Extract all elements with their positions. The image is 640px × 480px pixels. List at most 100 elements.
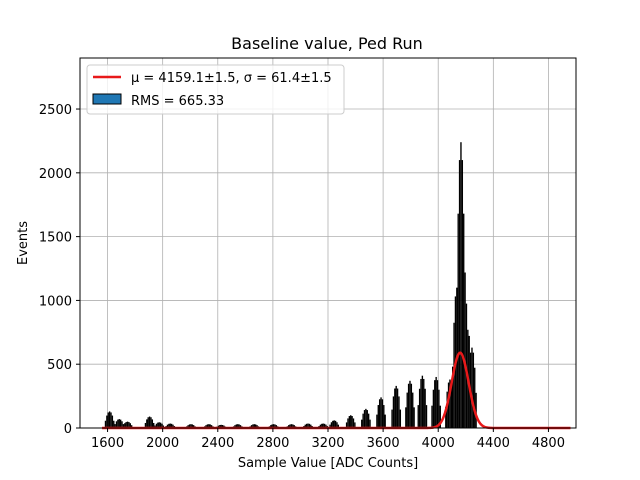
x-tick-label: 3600 bbox=[367, 436, 400, 451]
histogram-bar bbox=[151, 419, 154, 428]
histogram-bar bbox=[146, 419, 148, 428]
histogram-bar bbox=[418, 388, 421, 428]
histogram-bar bbox=[460, 142, 462, 428]
histogram-bar bbox=[290, 424, 293, 428]
histogram-bar bbox=[210, 425, 213, 428]
histogram-bar bbox=[308, 423, 311, 428]
histogram-bar bbox=[168, 423, 170, 428]
histogram-bar bbox=[292, 424, 294, 428]
histogram-bar bbox=[345, 422, 348, 428]
histogram-bar bbox=[423, 378, 425, 428]
histogram-bar bbox=[107, 412, 109, 428]
histogram-bar bbox=[424, 388, 426, 428]
x-tick-label: 4000 bbox=[422, 436, 455, 451]
x-tick-label: 4400 bbox=[477, 436, 510, 451]
histogram-bar bbox=[413, 407, 415, 428]
histogram-bar bbox=[170, 423, 173, 428]
histogram-bar bbox=[336, 422, 338, 428]
histogram-bar bbox=[367, 413, 370, 428]
histogram-bar bbox=[457, 213, 459, 428]
histogram-bar bbox=[436, 380, 439, 428]
legend: μ = 4159.1±1.5, σ = 61.4±1.5 RMS = 665.3… bbox=[86, 64, 345, 115]
legend-histogram-label: RMS = 665.33 bbox=[131, 94, 224, 109]
histogram-bar bbox=[425, 405, 428, 428]
histogram-bar bbox=[206, 424, 209, 428]
histogram-bar bbox=[369, 419, 371, 428]
histogram-bar bbox=[348, 416, 351, 428]
histogram-bar bbox=[307, 423, 309, 428]
histogram-bar bbox=[458, 160, 461, 428]
histogram-bar bbox=[391, 409, 393, 428]
histogram-bar bbox=[412, 392, 414, 428]
histogram-bar bbox=[274, 424, 276, 428]
y-tick-label: 1000 bbox=[39, 294, 72, 309]
histogram-bar bbox=[434, 380, 436, 428]
histogram-bar bbox=[351, 416, 353, 428]
histogram-bar bbox=[395, 385, 397, 428]
x-tick-label: 3200 bbox=[311, 436, 344, 451]
histogram-bar bbox=[219, 425, 221, 428]
histogram-bar bbox=[188, 424, 191, 428]
histogram-bar bbox=[322, 423, 324, 428]
histogram-bar bbox=[122, 424, 125, 428]
histogram-bar bbox=[452, 366, 454, 428]
histogram-bar bbox=[305, 423, 308, 428]
histogram-bar bbox=[124, 423, 126, 428]
histogram-bar bbox=[166, 424, 169, 428]
histogram-bar bbox=[446, 391, 448, 428]
histogram-bar bbox=[380, 397, 382, 428]
histogram-bar bbox=[234, 425, 236, 428]
histogram-bar bbox=[394, 388, 396, 428]
histogram-bar bbox=[449, 379, 451, 428]
histogram-bar bbox=[235, 424, 238, 428]
histogram-bar bbox=[376, 414, 378, 428]
histogram-bar bbox=[447, 382, 450, 428]
histogram-bar bbox=[337, 424, 340, 428]
histogram-bar bbox=[115, 421, 118, 428]
histogram-bar bbox=[253, 424, 255, 428]
histogram-bar bbox=[148, 416, 151, 428]
histogram-bar bbox=[117, 419, 119, 428]
histogram-bar bbox=[406, 392, 408, 428]
histogram-bar bbox=[464, 272, 466, 428]
histogram-bar bbox=[333, 420, 335, 428]
legend-box bbox=[86, 64, 345, 115]
histogram-bar bbox=[272, 424, 275, 428]
histogram-bar bbox=[396, 388, 399, 428]
x-axis-ticks: 1600 2000 2400 2800 3200 3600 4000 4400 4800 bbox=[91, 428, 565, 451]
histogram-bar bbox=[208, 424, 210, 428]
histogram-bar bbox=[304, 424, 306, 428]
histogram-bar bbox=[239, 425, 242, 428]
histogram-bar bbox=[172, 424, 174, 428]
x-axis-title: Sample Value [ADC Counts] bbox=[238, 456, 418, 471]
histogram-bar bbox=[106, 415, 108, 428]
histogram-bar bbox=[384, 414, 386, 428]
histogram-bar bbox=[445, 406, 447, 428]
histogram-bar bbox=[119, 419, 122, 428]
legend-histogram-swatch bbox=[92, 93, 122, 105]
y-tick-label: 500 bbox=[47, 358, 72, 373]
histogram-bar bbox=[270, 425, 272, 428]
histogram-bar bbox=[150, 417, 152, 428]
histogram-bar bbox=[271, 424, 273, 428]
x-tick-label: 4800 bbox=[532, 436, 565, 451]
histogram-bar bbox=[334, 420, 337, 428]
histogram-bar bbox=[417, 405, 419, 428]
histogram-bar bbox=[323, 423, 326, 428]
histogram-bar bbox=[110, 412, 112, 428]
histogram-bar bbox=[161, 423, 163, 428]
histogram-bar bbox=[275, 425, 278, 428]
histogram-bar bbox=[104, 420, 107, 428]
y-tick-label: 2000 bbox=[39, 167, 72, 182]
histogram-bar bbox=[169, 423, 171, 428]
x-tick-label: 2400 bbox=[201, 436, 234, 451]
histogram-bar bbox=[420, 378, 422, 428]
histogram-bar bbox=[383, 405, 385, 428]
histogram-bar bbox=[321, 423, 323, 428]
histogram-bar bbox=[187, 425, 189, 428]
histogram-bar bbox=[330, 422, 333, 428]
histogram-bar bbox=[250, 425, 253, 428]
histogram-bar bbox=[126, 421, 129, 428]
histogram-bar bbox=[144, 422, 147, 428]
